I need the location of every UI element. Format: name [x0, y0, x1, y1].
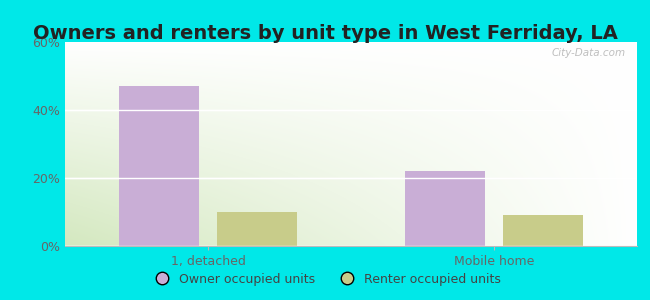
Text: Owners and renters by unit type in West Ferriday, LA: Owners and renters by unit type in West …	[32, 24, 617, 43]
Legend: Owner occupied units, Renter occupied units: Owner occupied units, Renter occupied un…	[144, 268, 506, 291]
Bar	[216, 212, 296, 246]
Bar	[502, 215, 582, 246]
Bar	[120, 86, 200, 246]
Text: City-Data.com: City-Data.com	[551, 48, 625, 58]
Bar	[406, 171, 486, 246]
